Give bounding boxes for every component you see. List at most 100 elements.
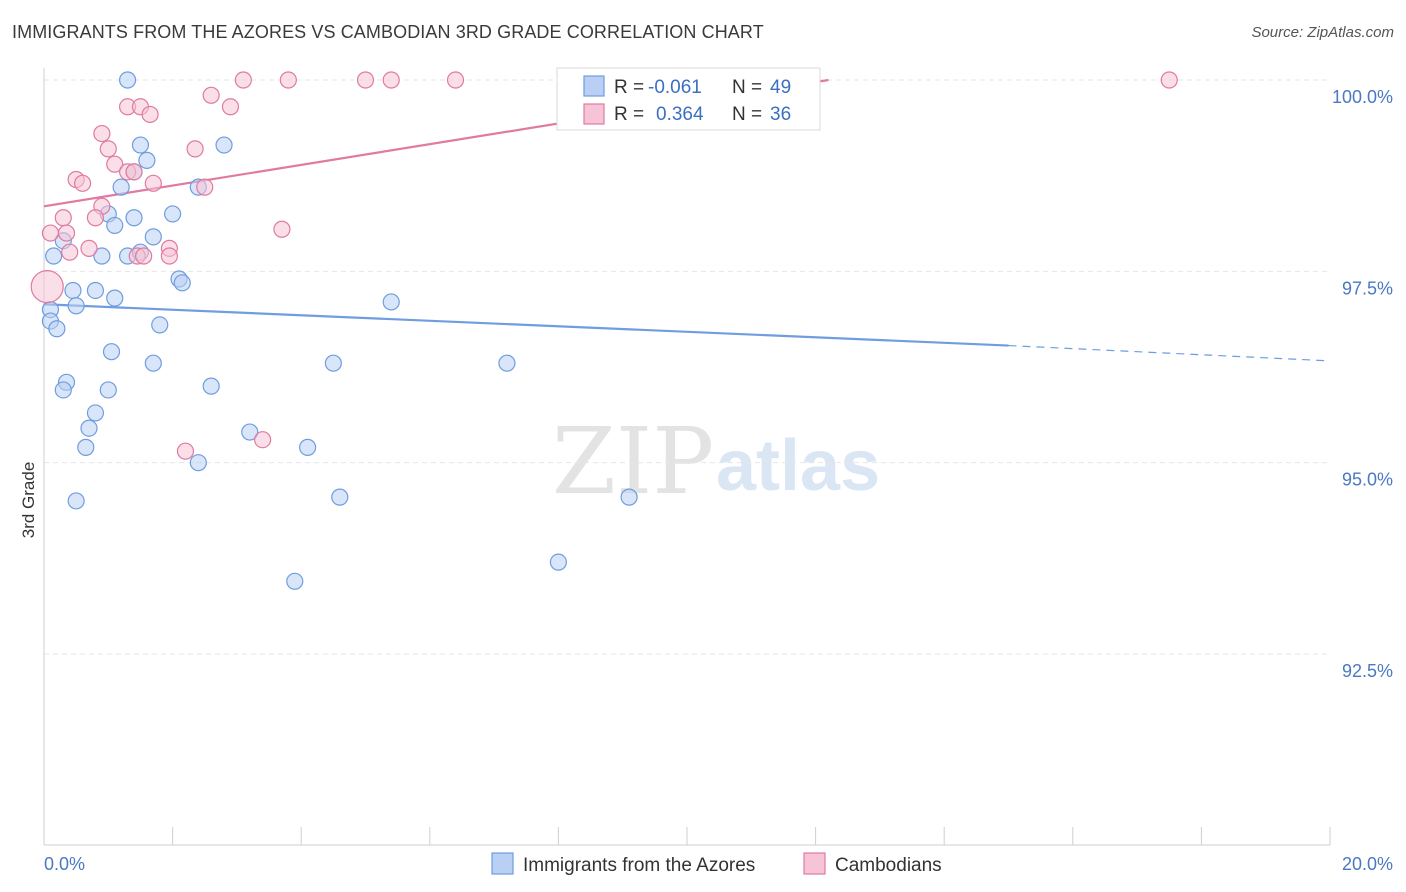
y-axis-label: 3rd Grade — [19, 462, 38, 539]
point-1-4 — [446, 71, 465, 89]
correlation-legend: R = -0.061 N = 49 R = 0.364 N = 36 — [556, 67, 821, 131]
point-1-3 — [382, 71, 400, 89]
point-0-47 — [286, 572, 304, 590]
point-0-37 — [99, 381, 117, 399]
point-0-21 — [64, 281, 82, 300]
point-1-1 — [279, 71, 297, 89]
point-0-4 — [131, 136, 150, 154]
legend-n-value-cambodians: 36 — [770, 104, 791, 125]
point-0-39 — [80, 419, 98, 437]
legend-r-value-azores: -0.061 — [648, 77, 702, 98]
point-1-33 — [30, 270, 64, 304]
series-legend-label-cambodians: Cambodians — [835, 855, 942, 876]
point-0-22 — [86, 281, 105, 300]
y-tick-label-2: 95.0% — [1342, 470, 1393, 490]
point-1-22 — [86, 209, 105, 227]
data-points — [30, 71, 1178, 590]
point-0-15 — [45, 247, 63, 265]
series-legend-label-azores: Immigrants from the Azores — [523, 855, 755, 876]
legend-swatch-cambodians — [583, 103, 605, 125]
series-legend: Immigrants from the Azores Cambodians — [491, 852, 942, 876]
point-1-2 — [356, 71, 375, 89]
point-1-30 — [135, 247, 153, 265]
series-legend-swatch-azores — [491, 852, 514, 875]
point-0-5 — [138, 151, 156, 169]
point-1-12 — [99, 140, 117, 158]
point-0-11 — [164, 205, 182, 223]
point-0-33 — [498, 354, 516, 372]
point-0-35 — [54, 381, 72, 399]
point-1-19 — [73, 174, 92, 192]
point-0-48 — [549, 553, 568, 571]
point-0-12 — [106, 216, 124, 235]
point-1-34 — [254, 431, 272, 449]
series-1-points — [30, 71, 1178, 460]
point-0-24 — [67, 297, 85, 315]
point-0-42 — [299, 438, 317, 456]
y-tick-label-3: 92.5% — [1342, 661, 1393, 681]
point-1-32 — [160, 247, 178, 265]
point-0-36 — [202, 377, 220, 395]
legend-n-label-azores: N = — [732, 77, 762, 98]
chart-source: Source: ZipAtlas.com — [1251, 24, 1394, 41]
chart-title: IMMIGRANTS FROM THE AZORES VS CAMBODIAN … — [12, 22, 764, 42]
point-1-17 — [144, 174, 162, 192]
legend-n-label-cambodians: N = — [732, 104, 762, 125]
point-1-20 — [196, 178, 214, 196]
point-0-40 — [241, 423, 259, 441]
x-tick-label-0: 0.0% — [44, 854, 85, 874]
point-0-43 — [189, 454, 207, 472]
point-0-16 — [93, 247, 111, 265]
legend-swatch-azores — [583, 75, 605, 97]
point-0-46 — [620, 488, 638, 506]
point-0-38 — [86, 404, 105, 422]
point-1-28 — [61, 243, 79, 261]
y-tick-label-1: 97.5% — [1342, 278, 1393, 298]
point-1-16 — [125, 163, 143, 181]
point-0-20 — [173, 274, 191, 292]
point-0-10 — [125, 209, 143, 227]
point-0-30 — [102, 343, 121, 361]
point-1-7 — [221, 98, 240, 116]
point-1-13 — [186, 140, 204, 158]
x-tick-label-1: 20.0% — [1342, 854, 1393, 874]
tick-labels: 100.0% 97.5% 95.0% 92.5% 0.0% 20.0% — [44, 87, 1393, 874]
point-1-11 — [93, 124, 111, 143]
gridlines — [44, 79, 1330, 655]
legend-r-label-cambodians: R = — [614, 104, 644, 125]
point-0-0 — [118, 71, 137, 89]
series-legend-swatch-cambodians — [803, 852, 826, 875]
legend-n-value-azores: 49 — [770, 77, 791, 98]
point-0-28 — [151, 316, 169, 334]
point-0-45 — [331, 488, 349, 506]
point-0-41 — [77, 438, 95, 456]
point-0-44 — [67, 492, 85, 510]
point-1-10 — [141, 105, 159, 124]
point-0-13 — [144, 228, 162, 246]
y-tick-label-0: 100.0% — [1332, 87, 1393, 107]
point-1-27 — [80, 239, 98, 257]
point-1-0 — [234, 71, 252, 89]
point-1-35 — [176, 442, 195, 460]
point-1-6 — [202, 86, 220, 104]
point-1-23 — [54, 209, 72, 227]
point-0-7 — [112, 178, 130, 196]
watermark-atlas: atlas — [716, 426, 880, 506]
legend-r-label-azores: R = — [614, 77, 644, 98]
point-0-32 — [324, 354, 342, 372]
point-1-24 — [273, 220, 291, 238]
trend-line-extension-0 — [1008, 344, 1331, 362]
point-1-14 — [106, 155, 124, 173]
point-0-3 — [215, 136, 233, 154]
point-1-25 — [41, 224, 60, 242]
point-0-29 — [382, 293, 400, 311]
axes — [43, 68, 1331, 846]
trend-line-0 — [43, 303, 1009, 347]
legend-r-value-cambodians: 0.364 — [656, 104, 704, 125]
point-0-23 — [106, 289, 124, 307]
point-1-5 — [1160, 71, 1178, 89]
point-1-26 — [57, 224, 76, 242]
point-0-31 — [144, 354, 162, 372]
point-0-27 — [48, 320, 66, 338]
